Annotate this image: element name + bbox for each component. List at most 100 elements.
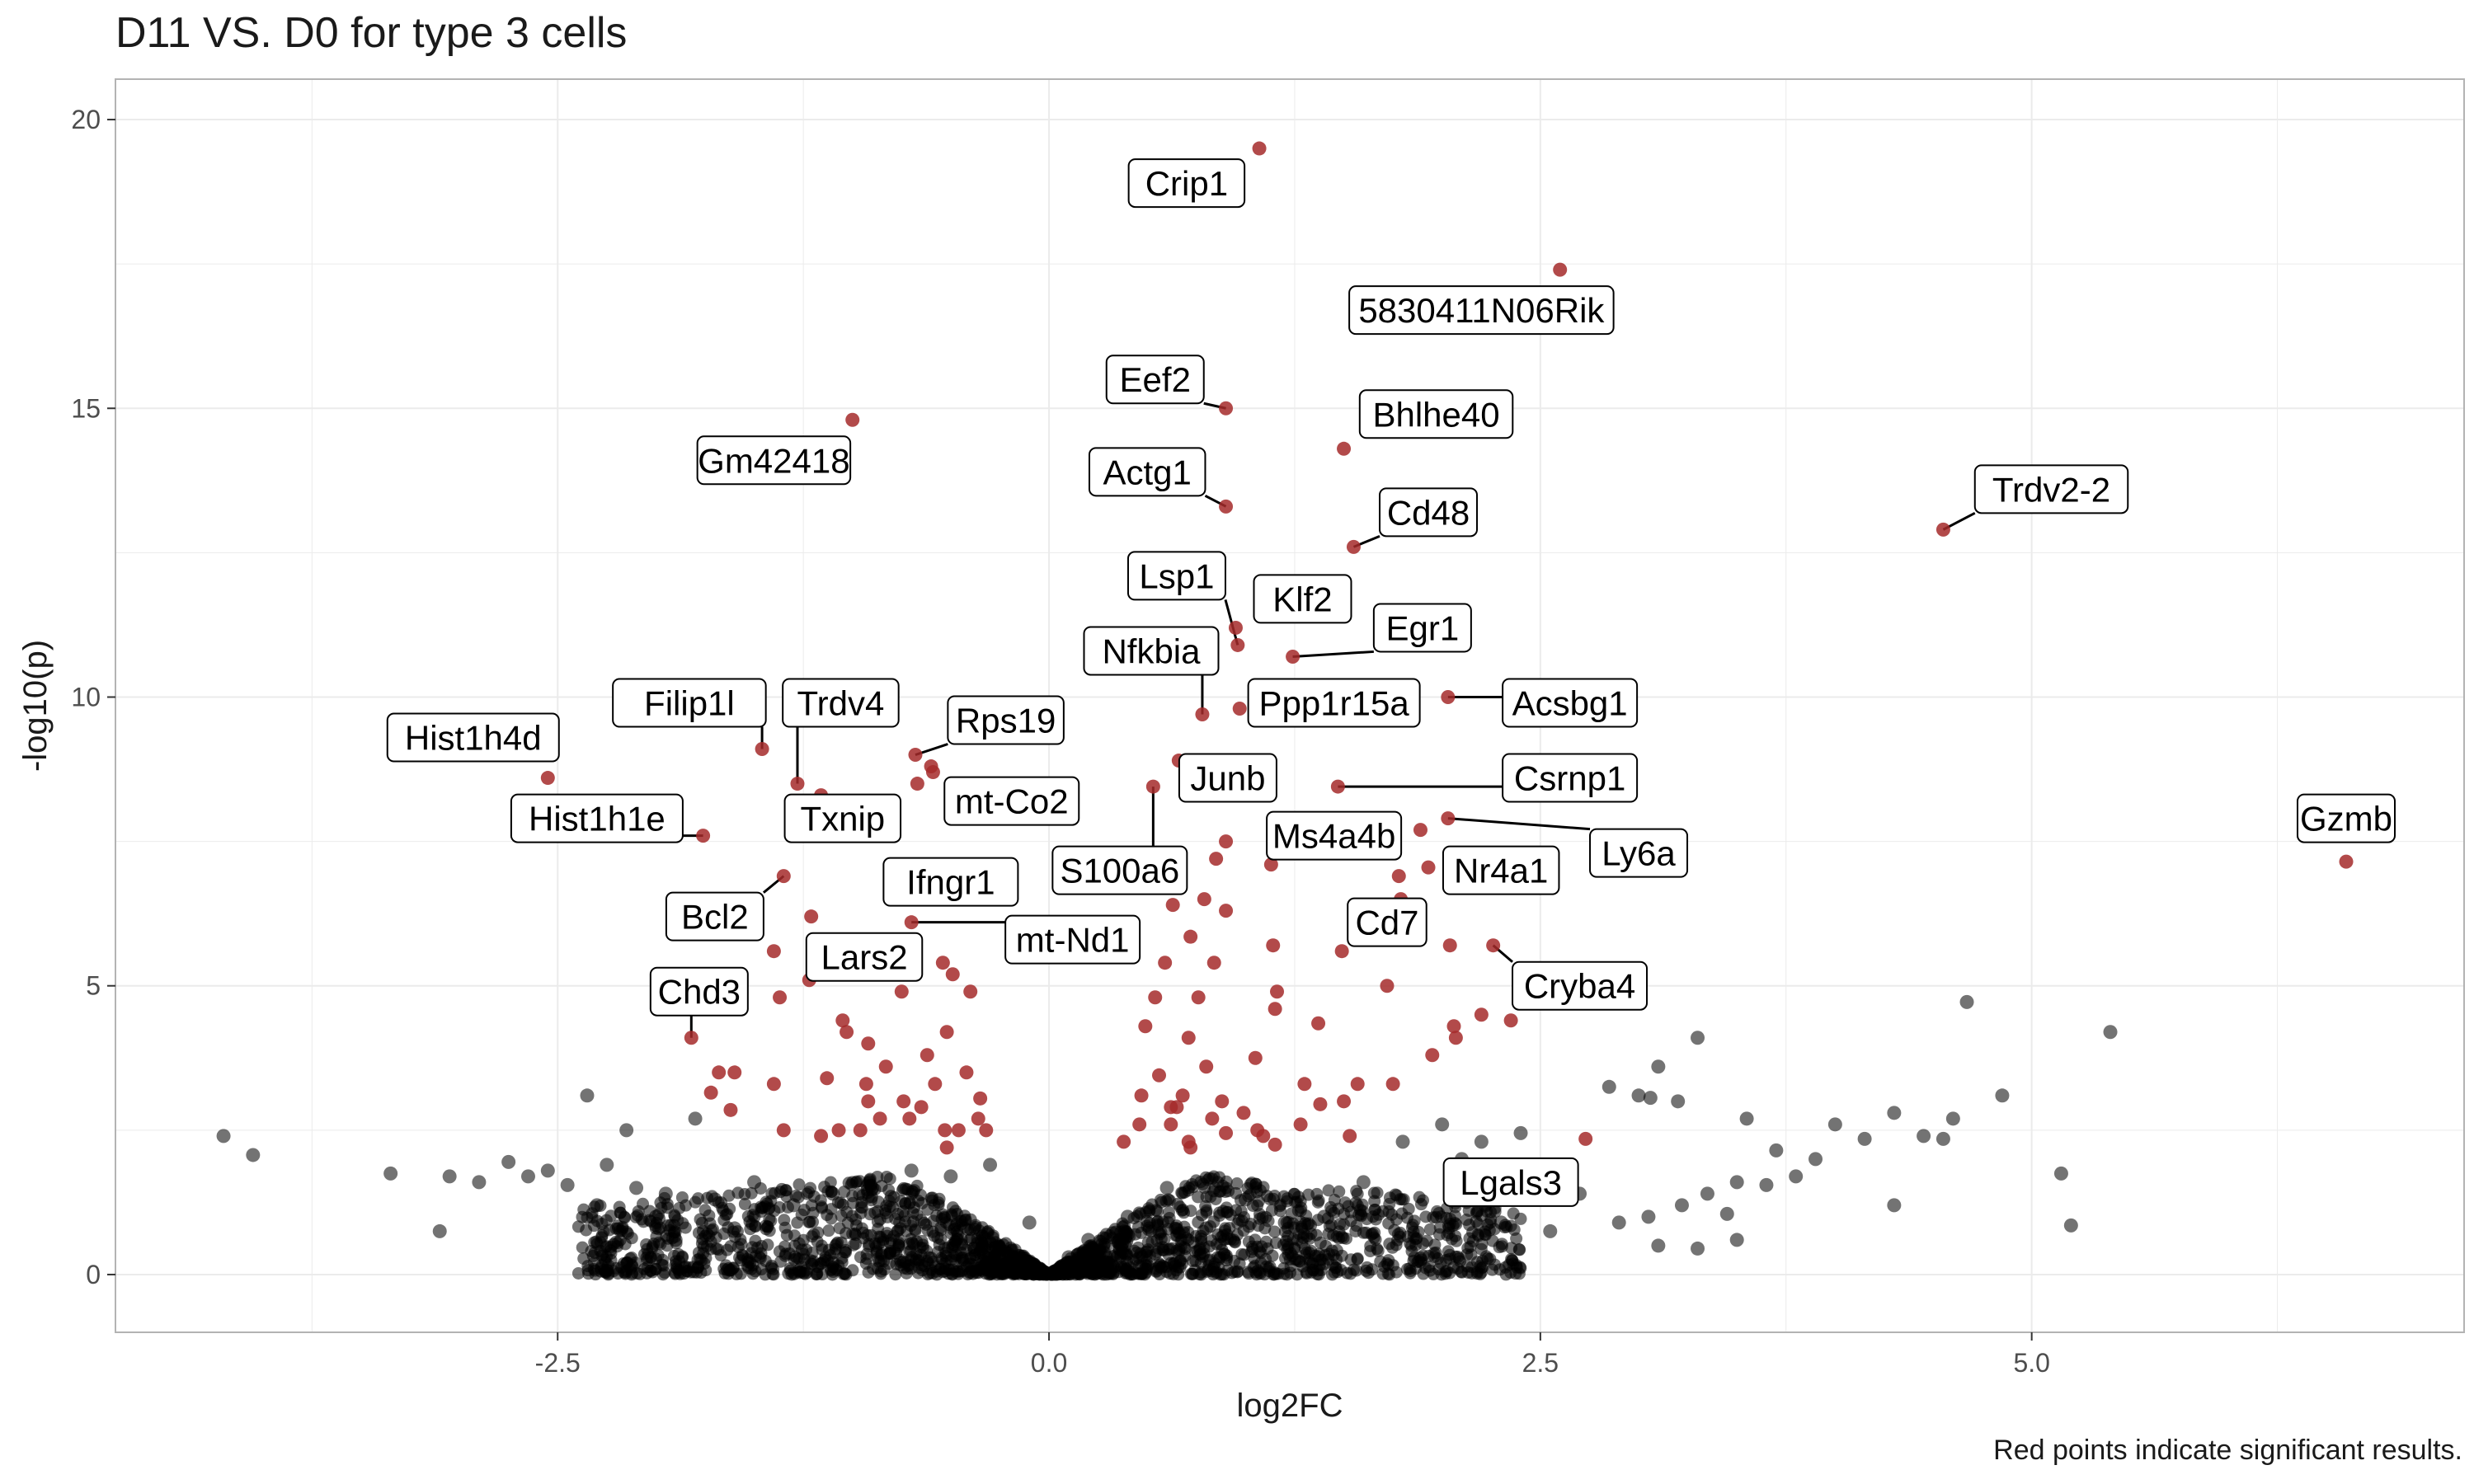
nonsignificant-point [825,1256,840,1270]
nonsignificant-point [1317,1209,1332,1224]
nonsignificant-point [949,1205,962,1218]
significant-point [1553,262,1568,277]
nonsignificant-point [1729,1175,1744,1190]
nonsignificant-point [1651,1059,1666,1074]
nonsignificant-point [933,1262,946,1275]
nonsignificant-point [1739,1111,1754,1126]
significant-point [1148,990,1163,1005]
nonsignificant-point [1700,1186,1714,1201]
gene-label-box [1502,753,1639,803]
nonsignificant-point [1443,1252,1456,1266]
significant-point [1448,1031,1463,1045]
significant-point [727,1065,742,1080]
nonsignificant-point [764,1195,778,1208]
significant-point [1236,1106,1251,1120]
nonsignificant-point [1808,1152,1823,1167]
significant-point [703,1085,718,1100]
nonsignificant-point [1366,1263,1379,1276]
significant-point [831,1123,846,1138]
nonsignificant-point [1364,1244,1377,1257]
nonsignificant-point [1029,1263,1042,1276]
significant-point [1215,1094,1230,1109]
nonsignificant-point [943,1169,958,1184]
significant-point [712,1065,727,1080]
significant-point [1219,834,1234,849]
nonsignificant-point [1507,1223,1521,1237]
nonsignificant-point [520,1169,535,1184]
significant-point [766,1077,781,1092]
significant-point [1219,904,1234,918]
nonsignificant-point [854,1251,867,1264]
gene-label: Ppp1r15a [1259,683,1410,722]
nonsignificant-point [884,1190,897,1203]
significant-point [1446,1019,1461,1034]
significant-point [939,1025,954,1040]
nonsignificant-point [747,1175,762,1190]
nonsignificant-point [834,1196,847,1209]
significant-point [1158,956,1173,970]
nonsignificant-point [1191,1244,1204,1257]
nonsignificant-point [1390,1189,1404,1202]
nonsignificant-point [1220,1181,1233,1195]
gene-label-box [1051,845,1188,895]
nonsignificant-point [849,1237,863,1251]
nonsignificant-point [920,1218,933,1231]
nonsignificant-point [1493,1241,1506,1254]
nonsignificant-point [1241,1181,1254,1195]
gene-label: Cd48 [1387,493,1470,532]
nonsignificant-point [849,1227,862,1240]
nonsignificant-point [958,1209,971,1223]
nonsignificant-point [1224,1233,1237,1246]
significant-point [1145,779,1160,794]
nonsignificant-point [707,1223,720,1236]
y-tick-label: 10 [71,682,101,711]
nonsignificant-point [1310,1228,1323,1242]
significant-point [858,1077,873,1092]
nonsignificant-point [748,1210,761,1223]
nonsignificant-point [1671,1094,1686,1109]
x-tick-label: -2.5 [535,1348,581,1378]
gene-label-box [947,695,1065,745]
nonsignificant-point [1513,1125,1528,1140]
nonsignificant-point [1001,1266,1014,1280]
gene-label-box [612,678,767,728]
nonsignificant-point [580,1088,595,1103]
nonsignificant-point [1444,1212,1457,1225]
significant-point [1219,499,1234,514]
nonsignificant-point [907,1237,920,1251]
nonsignificant-point [899,1215,912,1228]
nonsignificant-point [1162,1206,1175,1219]
nonsignificant-point [1252,1195,1265,1208]
nonsignificant-point [923,1266,936,1280]
significant-point [1442,938,1457,953]
significant-point [1205,1111,1220,1126]
significant-point [1183,1140,1198,1155]
nonsignificant-point [978,1230,991,1243]
significant-point [878,1059,893,1074]
nonsignificant-point [1719,1206,1734,1221]
gene-label: Rps19 [956,702,1056,740]
significant-point [939,1140,954,1155]
gene-label: Crip1 [1145,164,1228,203]
nonsignificant-point [540,1163,555,1178]
gene-label-box [1127,158,1246,209]
gene-label: Txnip [800,800,885,838]
significant-point [1256,1129,1271,1144]
nonsignificant-point [896,1184,909,1197]
nonsignificant-point [844,1178,858,1191]
significant-point [1350,1077,1365,1092]
nonsignificant-point [1674,1198,1689,1213]
significant-point [924,759,938,774]
significant-point [1297,1077,1312,1092]
gene-label-box [1347,897,1427,947]
gene-label-box [882,857,1019,907]
nonsignificant-point [1230,1266,1244,1279]
nonsignificant-point [1178,1206,1191,1219]
significant-point [1413,823,1427,838]
nonsignificant-point [1450,1234,1463,1247]
nonsignificant-point [1419,1261,1432,1275]
nonsignificant-point [906,1206,920,1219]
nonsignificant-point [1176,1186,1189,1200]
nonsignificant-point [1120,1209,1135,1224]
nonsignificant-point [1138,1268,1151,1281]
